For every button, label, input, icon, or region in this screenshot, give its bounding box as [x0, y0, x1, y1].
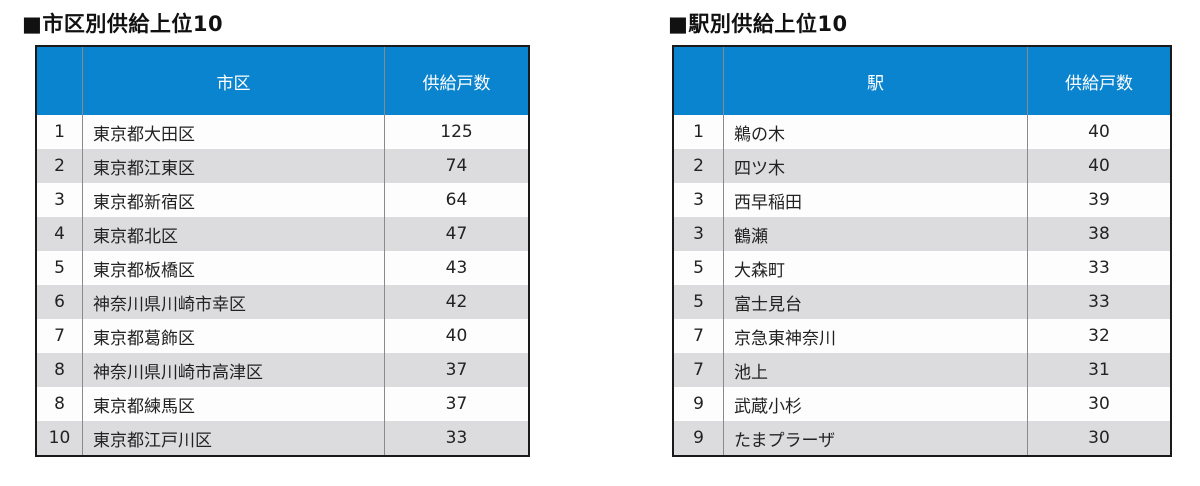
- cell-name: 東京都大田区: [82, 115, 384, 149]
- cell-rank: 7: [693, 326, 704, 346]
- table-row: 5 富士見台 33: [674, 285, 1170, 319]
- station-ranking-title: ■駅別供給上位10: [668, 12, 848, 36]
- cell-name: 四ツ木: [723, 149, 1027, 183]
- cell-name: 神奈川県川崎市高津区: [82, 353, 384, 387]
- cell-name: 東京都江戸川区: [82, 421, 384, 455]
- cell-name: たまプラーザ: [723, 421, 1027, 455]
- table-row: 2 四ツ木 40: [674, 149, 1170, 183]
- cell-count: 40: [1027, 149, 1170, 183]
- header-rank-cell: [37, 47, 82, 115]
- header-count-cell: 供給戸数: [384, 47, 528, 115]
- cell-count: 125: [384, 115, 528, 149]
- cell-name: 西早稲田: [723, 183, 1027, 217]
- cell-count: 37: [384, 353, 528, 387]
- cell-name: 鵜の木: [723, 115, 1027, 149]
- table-row: 3 東京都新宿区 64: [37, 183, 528, 217]
- table-row: 7 東京都葛飾区 40: [37, 319, 528, 353]
- cell-count: 33: [384, 421, 528, 455]
- table-header-row: 市区 供給戸数: [37, 47, 528, 115]
- table-row: 9 武蔵小杉 30: [674, 387, 1170, 421]
- cell-rank: 3: [693, 224, 704, 244]
- cell-name: 池上: [723, 353, 1027, 387]
- cell-count: 39: [1027, 183, 1170, 217]
- cell-rank: 3: [693, 190, 704, 210]
- cell-count: 40: [1027, 115, 1170, 149]
- table-row: 9 たまプラーザ 30: [674, 421, 1170, 455]
- cell-rank: 9: [693, 394, 704, 414]
- cell-rank: 2: [54, 156, 65, 176]
- cell-rank: 1: [693, 122, 704, 142]
- cell-name: 東京都新宿区: [82, 183, 384, 217]
- cell-count: 31: [1027, 353, 1170, 387]
- cell-count: 30: [1027, 387, 1170, 421]
- table-row: 1 鵜の木 40: [674, 115, 1170, 149]
- table-body: 1 東京都大田区 125 2 東京都江東区 74 3 東京都新宿区 64: [37, 115, 528, 455]
- city-ranking-title: ■市区別供給上位10: [22, 12, 224, 36]
- cell-rank: 7: [54, 326, 65, 346]
- cell-rank: 3: [54, 190, 65, 210]
- table-row: 7 池上 31: [674, 353, 1170, 387]
- cell-name: 東京都北区: [82, 217, 384, 251]
- cell-name: 東京都練馬区: [82, 387, 384, 421]
- cell-rank: 5: [693, 292, 704, 312]
- cell-count: 33: [1027, 251, 1170, 285]
- header-rank-cell: [674, 47, 723, 115]
- cell-count: 64: [384, 183, 528, 217]
- cell-rank: 9: [693, 428, 704, 448]
- cell-rank: 8: [54, 394, 65, 414]
- cell-count: 43: [384, 251, 528, 285]
- cell-count: 74: [384, 149, 528, 183]
- cell-rank: 10: [48, 428, 71, 448]
- table-row: 6 神奈川県川崎市幸区 42: [37, 285, 528, 319]
- cell-name: 武蔵小杉: [723, 387, 1027, 421]
- cell-name: 京急東神奈川: [723, 319, 1027, 353]
- table-row: 1 東京都大田区 125: [37, 115, 528, 149]
- cell-rank: 1: [54, 122, 65, 142]
- cell-rank: 6: [54, 292, 65, 312]
- table-row: 10 東京都江戸川区 33: [37, 421, 528, 455]
- table-row: 4 東京都北区 47: [37, 217, 528, 251]
- cell-count: 32: [1027, 319, 1170, 353]
- cell-count: 30: [1027, 421, 1170, 455]
- cell-rank: 7: [693, 360, 704, 380]
- header-name-cell: 駅: [723, 47, 1027, 115]
- table-row: 3 鶴瀬 38: [674, 217, 1170, 251]
- cell-name: 東京都板橋区: [82, 251, 384, 285]
- cell-name: 東京都江東区: [82, 149, 384, 183]
- header-name-cell: 市区: [82, 47, 384, 115]
- table-row: 8 東京都練馬区 37: [37, 387, 528, 421]
- table-row: 5 大森町 33: [674, 251, 1170, 285]
- header-count-cell: 供給戸数: [1027, 47, 1170, 115]
- cell-name: 大森町: [723, 251, 1027, 285]
- table-row: 2 東京都江東区 74: [37, 149, 528, 183]
- cell-count: 40: [384, 319, 528, 353]
- table-row: 5 東京都板橋区 43: [37, 251, 528, 285]
- cell-rank: 4: [54, 224, 65, 244]
- table-row: 7 京急東神奈川 32: [674, 319, 1170, 353]
- cell-rank: 2: [693, 156, 704, 176]
- cell-count: 38: [1027, 217, 1170, 251]
- cell-count: 47: [384, 217, 528, 251]
- table-body: 1 鵜の木 40 2 四ツ木 40 3 西早稲田 39 3: [674, 115, 1170, 455]
- table-row: 3 西早稲田 39: [674, 183, 1170, 217]
- cell-count: 37: [384, 387, 528, 421]
- cell-name: 東京都葛飾区: [82, 319, 384, 353]
- table-header-row: 駅 供給戸数: [674, 47, 1170, 115]
- cell-rank: 5: [693, 258, 704, 278]
- cell-rank: 8: [54, 360, 65, 380]
- cell-count: 42: [384, 285, 528, 319]
- cell-name: 富士見台: [723, 285, 1027, 319]
- cell-count: 33: [1027, 285, 1170, 319]
- table-row: 8 神奈川県川崎市高津区 37: [37, 353, 528, 387]
- city-ranking-table: 市区 供給戸数 1 東京都大田区 125 2 東京都江東区 74 3: [35, 45, 530, 457]
- cell-rank: 5: [54, 258, 65, 278]
- cell-name: 鶴瀬: [723, 217, 1027, 251]
- cell-name: 神奈川県川崎市幸区: [82, 285, 384, 319]
- station-ranking-table: 駅 供給戸数 1 鵜の木 40 2 四ツ木 40 3 西早稲田: [672, 45, 1172, 457]
